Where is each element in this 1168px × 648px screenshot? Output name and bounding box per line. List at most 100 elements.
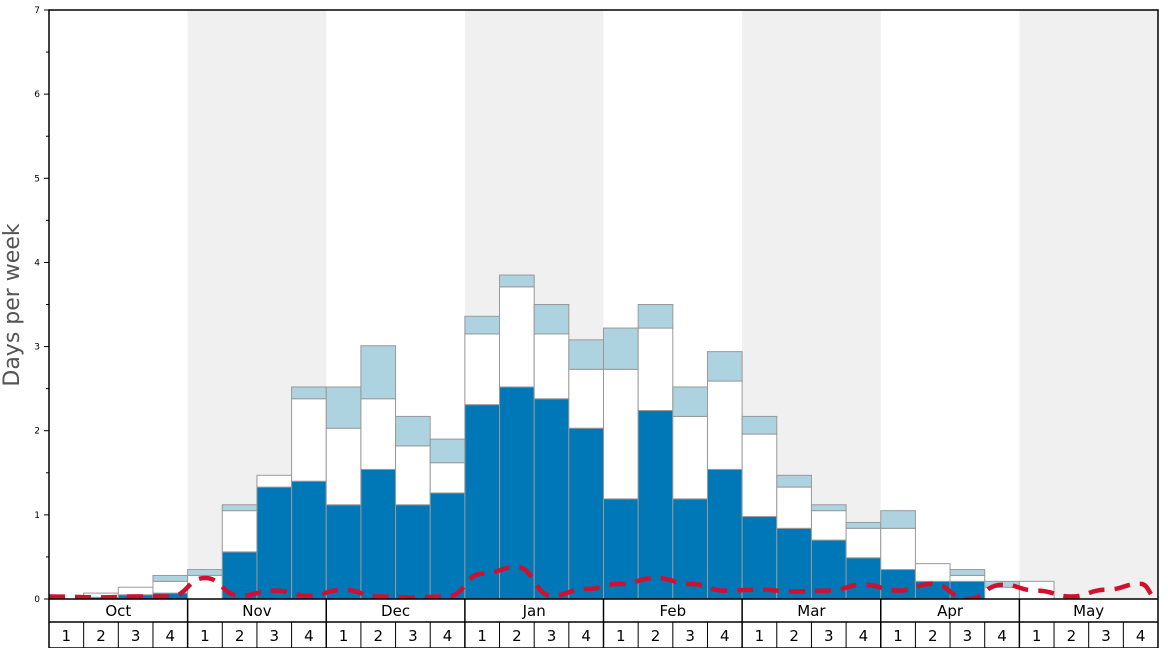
bar-light-23 (845, 521, 882, 529)
bar-dark-17 (637, 410, 674, 600)
bar-light-13 (499, 274, 535, 288)
bar-mid-6 (256, 474, 293, 488)
y-axis-label: Days per week (0, 223, 25, 386)
bar-dark-6 (256, 486, 293, 600)
bar-mid-13 (499, 286, 535, 388)
bar-mid-2 (117, 586, 154, 596)
month-label-feb: Feb (660, 602, 687, 620)
week-label-feb-4: 4 (720, 627, 730, 645)
bar-mid-8 (325, 427, 362, 506)
week-label-oct-4: 4 (166, 627, 176, 645)
y-tick-label-1: 1 (34, 511, 40, 521)
week-label-apr-4: 4 (997, 627, 1007, 645)
bars (83, 274, 1055, 600)
month-label-jan: Jan (522, 602, 546, 620)
bar-mid-26 (949, 574, 986, 582)
bar-light-19 (706, 351, 743, 382)
month-label-dec: Dec (381, 602, 410, 620)
week-label-jan-4: 4 (581, 627, 591, 645)
bar-mid-16 (603, 368, 639, 500)
week-label-jan-2: 2 (512, 627, 522, 645)
bar-light-18 (672, 386, 708, 417)
bar-dark-7 (291, 480, 327, 600)
week-label-dec-3: 3 (408, 627, 418, 645)
week-label-nov-1: 1 (200, 627, 210, 645)
week-label-mar-3: 3 (824, 627, 834, 645)
bar-dark-21 (776, 527, 812, 600)
bar-dark-23 (845, 557, 882, 600)
bar-mid-21 (776, 486, 812, 529)
bar-dark-20 (741, 516, 778, 600)
bar-mid-22 (810, 510, 847, 541)
bar-dark-8 (325, 504, 362, 600)
y-tick-label-5: 5 (34, 174, 40, 184)
bar-dark-24 (880, 569, 916, 600)
week-label-oct-1: 1 (62, 627, 72, 645)
week-label-apr-2: 2 (928, 627, 938, 645)
y-tick-label-7: 7 (34, 6, 40, 16)
trend-line (48, 564, 1159, 602)
bar-light-24 (880, 510, 916, 529)
week-label-dec-2: 2 (373, 627, 383, 645)
plot-frame (48, 9, 1159, 648)
bar-mid-11 (429, 462, 466, 494)
bar-mid-17 (637, 327, 674, 412)
bar-light-14 (533, 304, 570, 335)
bar-light-9 (360, 345, 397, 400)
week-label-feb-1: 1 (616, 627, 626, 645)
y-tick-label-4: 4 (34, 258, 40, 268)
bar-dark-11 (429, 492, 466, 600)
bar-light-10 (395, 415, 431, 447)
bar-mid-25 (914, 563, 951, 582)
week-label-dec-1: 1 (339, 627, 349, 645)
week-label-feb-3: 3 (685, 627, 695, 645)
week-label-mar-1: 1 (755, 627, 765, 645)
bar-mid-19 (706, 380, 743, 470)
bar-light-3 (152, 574, 189, 582)
bar-light-26 (949, 569, 986, 576)
bar-dark-15 (568, 427, 604, 600)
bar-light-11 (429, 438, 466, 464)
bar-light-8 (325, 386, 362, 429)
x-axis: Oct 1 2 3 4 Nov 1 2 3 4 Dec 1 2 3 4 Jan 1 2 3 4 Feb 1 2 3 4 Mar 1 2… (49, 598, 1158, 648)
bar-light-12 (464, 315, 501, 335)
bar-mid-18 (672, 415, 708, 500)
bar-mid-10 (395, 445, 431, 506)
bar-light-7 (291, 386, 327, 400)
bar-dark-13 (499, 386, 535, 600)
bar-mid-15 (568, 368, 604, 429)
month-label-nov: Nov (242, 602, 271, 620)
month-label-mar: Mar (797, 602, 826, 620)
month-shade-may (1019, 10, 1158, 599)
bar-mid-23 (845, 527, 882, 559)
week-label-dec-4: 4 (443, 627, 453, 645)
week-label-oct-3: 3 (131, 627, 141, 645)
bar-light-16 (603, 327, 639, 370)
bar-mid-20 (741, 433, 778, 518)
bar-mid-5 (221, 510, 258, 553)
bar-dark-12 (464, 404, 501, 600)
week-label-apr-3: 3 (963, 627, 973, 645)
week-label-oct-2: 2 (96, 627, 106, 645)
week-label-nov-2: 2 (235, 627, 245, 645)
week-label-jan-1: 1 (477, 627, 487, 645)
week-label-apr-1: 1 (893, 627, 903, 645)
y-tick-label-6: 6 (34, 90, 40, 100)
bar-mid-14 (533, 333, 570, 400)
bar-light-15 (568, 339, 604, 370)
week-label-mar-2: 2 (789, 627, 799, 645)
bar-mid-7 (291, 398, 327, 482)
bar-dark-9 (360, 468, 397, 600)
month-label-apr: Apr (937, 602, 964, 620)
bar-light-21 (776, 474, 812, 488)
bar-mid-9 (360, 398, 397, 470)
week-label-may-2: 2 (1067, 627, 1077, 645)
bar-light-4 (187, 569, 223, 576)
bar-dark-10 (395, 504, 431, 600)
week-label-mar-4: 4 (859, 627, 869, 645)
month-label-oct: Oct (105, 602, 131, 620)
week-label-may-3: 3 (1101, 627, 1111, 645)
bar-dark-19 (706, 468, 743, 600)
y-tick-label-0: 0 (34, 595, 40, 605)
